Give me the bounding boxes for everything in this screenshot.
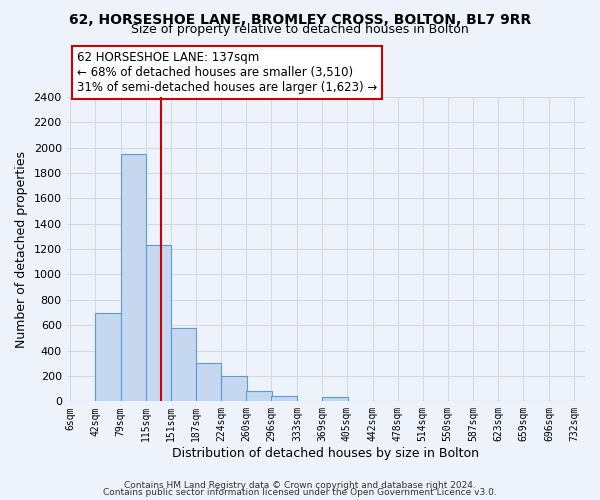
Text: Contains HM Land Registry data © Crown copyright and database right 2024.: Contains HM Land Registry data © Crown c… — [124, 480, 476, 490]
Bar — [322, 397, 347, 402]
Bar — [196, 362, 221, 402]
Text: 62 HORSESHOE LANE: 137sqm
← 68% of detached houses are smaller (3,510)
31% of se: 62 HORSESHOE LANE: 137sqm ← 68% of detac… — [77, 51, 377, 94]
Y-axis label: Number of detached properties: Number of detached properties — [15, 150, 28, 348]
Text: Size of property relative to detached houses in Bolton: Size of property relative to detached ho… — [131, 22, 469, 36]
Bar — [95, 312, 121, 402]
Bar — [247, 391, 272, 402]
Bar — [171, 328, 196, 402]
Text: Contains public sector information licensed under the Open Government Licence v3: Contains public sector information licen… — [103, 488, 497, 497]
Bar — [221, 376, 247, 402]
Text: 62, HORSESHOE LANE, BROMLEY CROSS, BOLTON, BL7 9RR: 62, HORSESHOE LANE, BROMLEY CROSS, BOLTO… — [69, 12, 531, 26]
X-axis label: Distribution of detached houses by size in Bolton: Distribution of detached houses by size … — [172, 447, 479, 460]
Bar — [271, 396, 297, 402]
Bar — [121, 154, 146, 402]
Bar — [146, 246, 172, 402]
